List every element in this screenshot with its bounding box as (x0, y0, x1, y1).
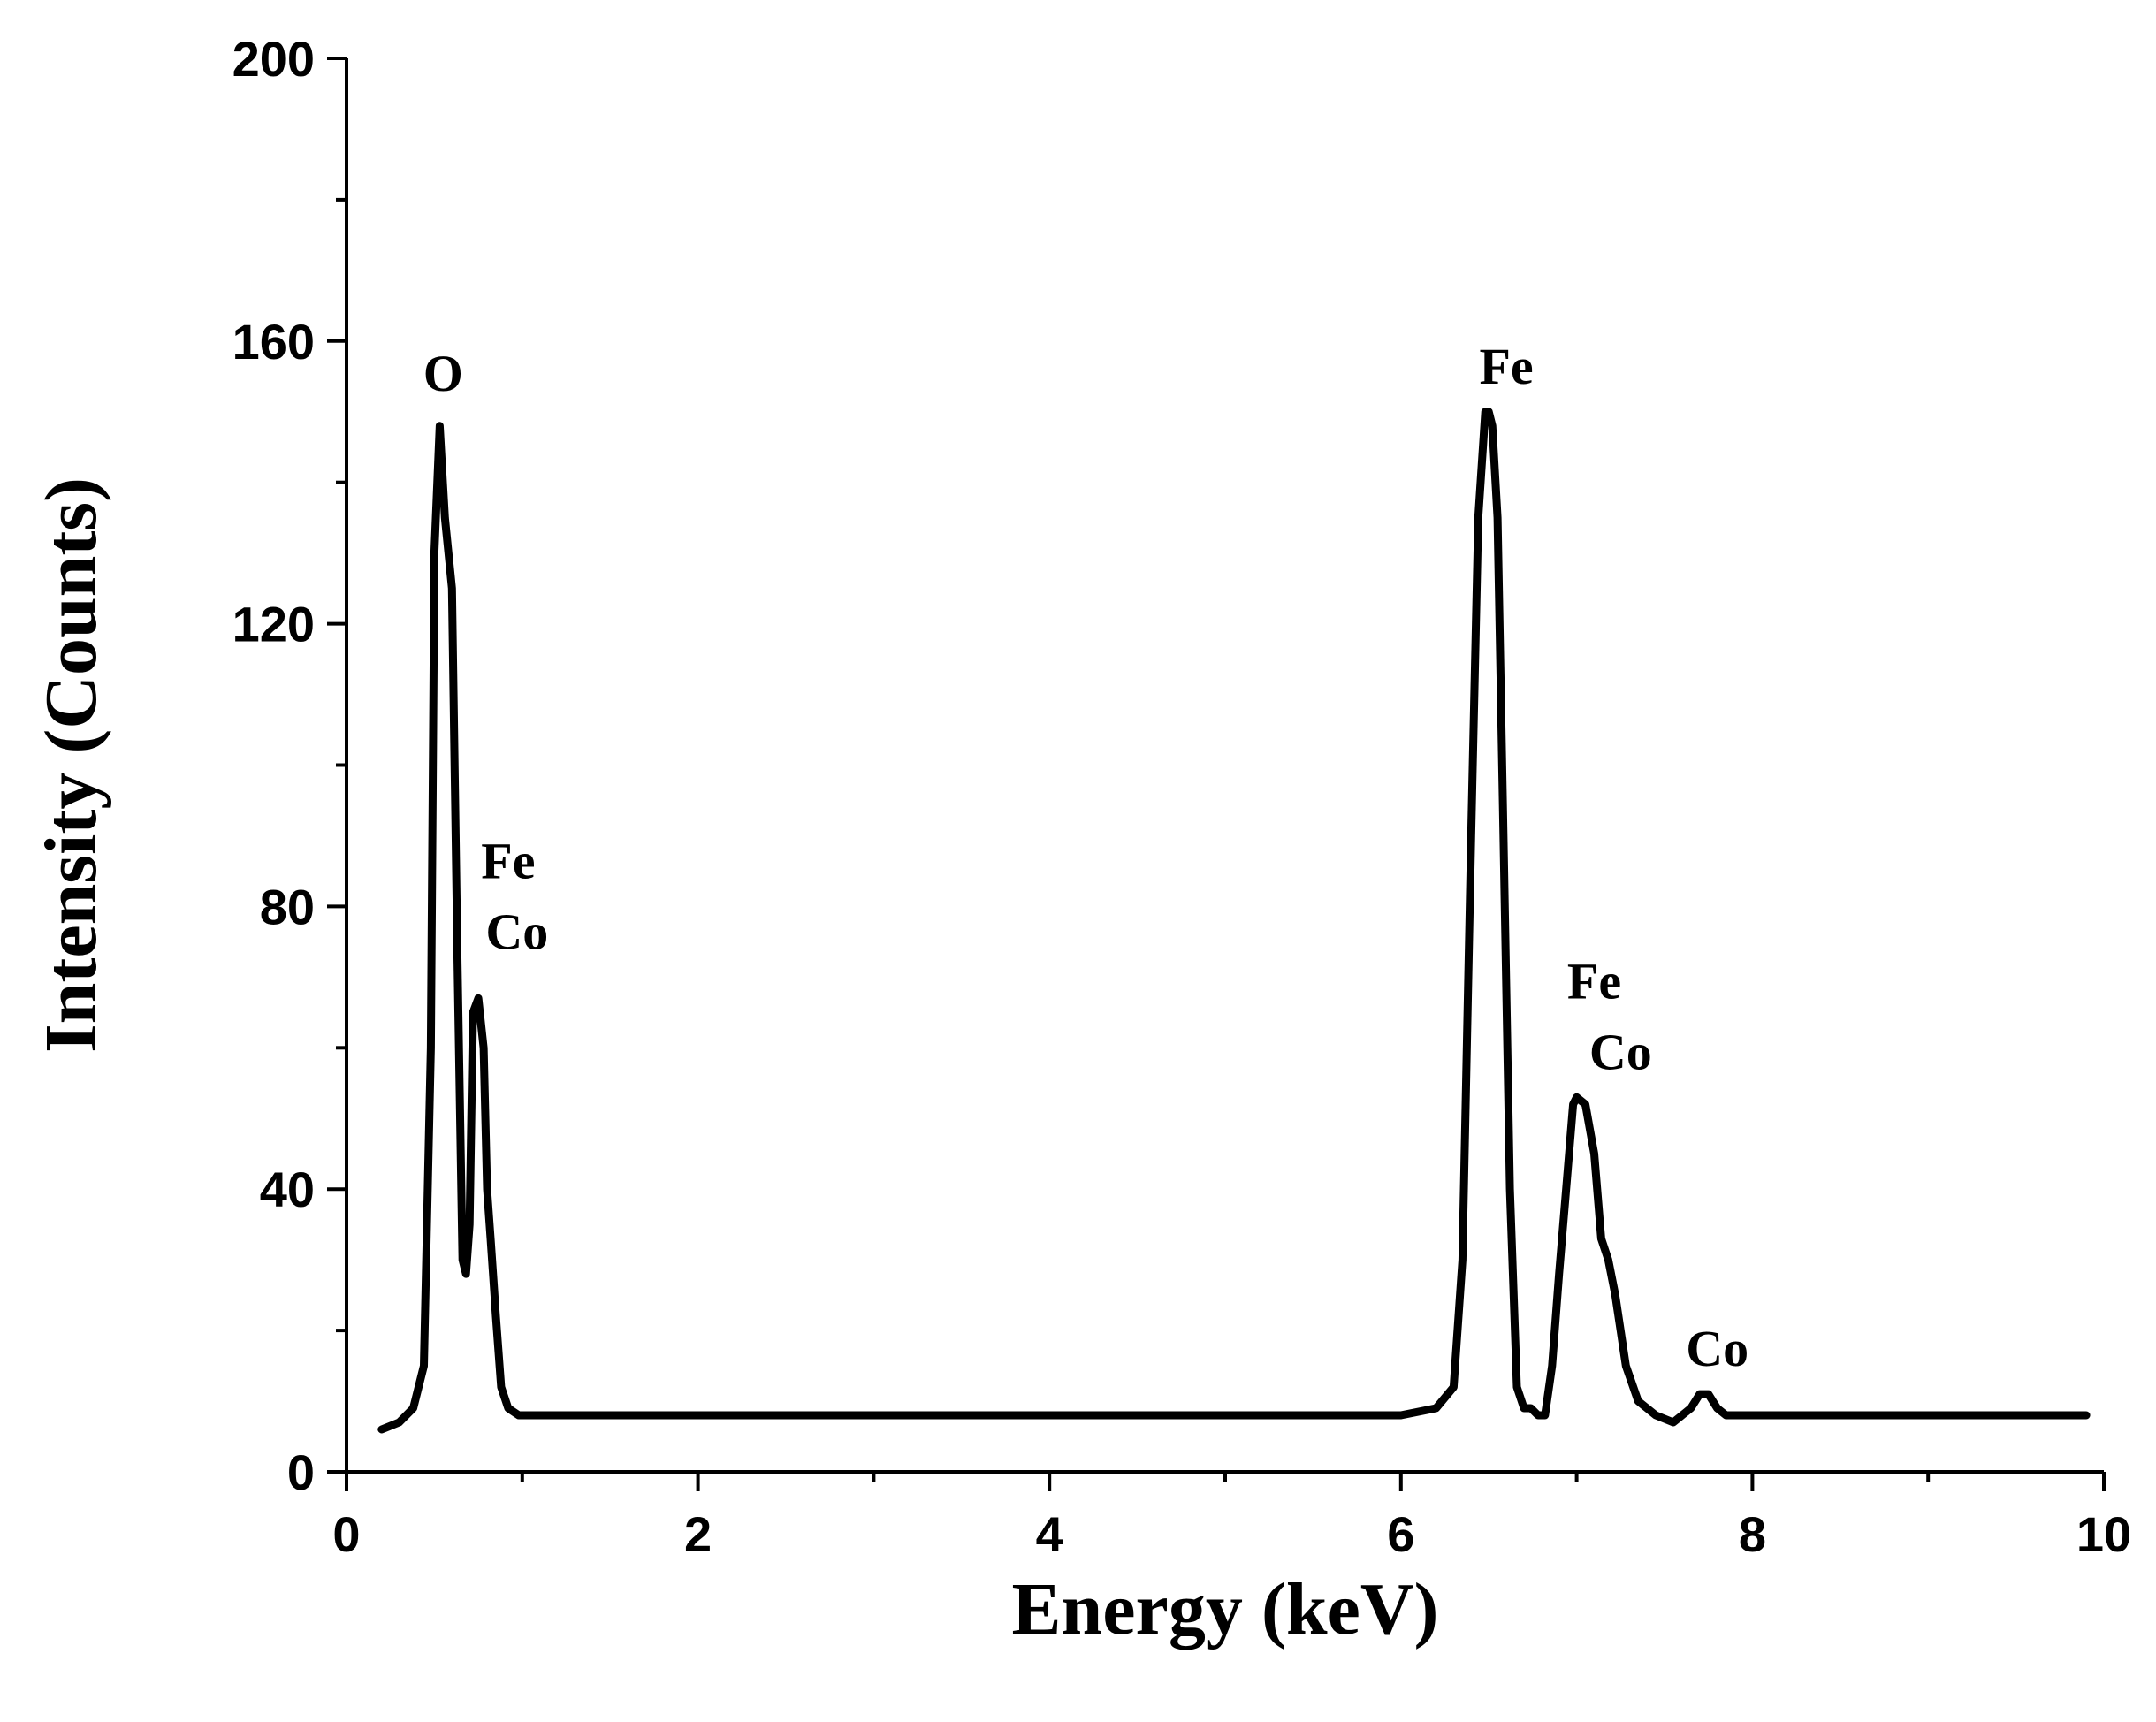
y-tick-label: 160 (232, 314, 315, 370)
x-tick-label: 2 (684, 1506, 712, 1562)
peak-label: Co (1589, 1023, 1652, 1080)
peak-label: Co (485, 903, 548, 960)
y-tick-label: 200 (232, 31, 315, 87)
spectrum-line (377, 408, 2091, 1434)
x-tick-label: 0 (332, 1506, 360, 1562)
peak-label: Fe (481, 832, 535, 889)
y-tick-label: 120 (232, 597, 315, 652)
y-axis: 0 40 80 120 160 200 (232, 31, 348, 1500)
y-axis-title: Intensity (Counts) (30, 477, 112, 1053)
peak-annotations: O Fe Co Fe Fe Co Co (423, 338, 1748, 1377)
x-axis: 0 2 4 6 8 10 (332, 1470, 2131, 1562)
peak-label: O (423, 345, 463, 402)
y-tick-label: 80 (260, 879, 315, 934)
peak-label: Fe (1567, 952, 1621, 1010)
y-tick-label: 0 (287, 1444, 315, 1500)
plot-area (377, 408, 2091, 1434)
x-tick-label: 8 (1739, 1506, 1766, 1562)
x-tick-label: 10 (2076, 1506, 2131, 1562)
x-tick-label: 6 (1387, 1506, 1414, 1562)
peak-label: Co (1686, 1320, 1748, 1377)
y-tick-label: 40 (260, 1162, 315, 1217)
x-tick-label: 4 (1036, 1506, 1063, 1562)
peak-label: Fe (1479, 338, 1533, 395)
x-axis-title: Energy (keV) (1012, 1568, 1439, 1650)
